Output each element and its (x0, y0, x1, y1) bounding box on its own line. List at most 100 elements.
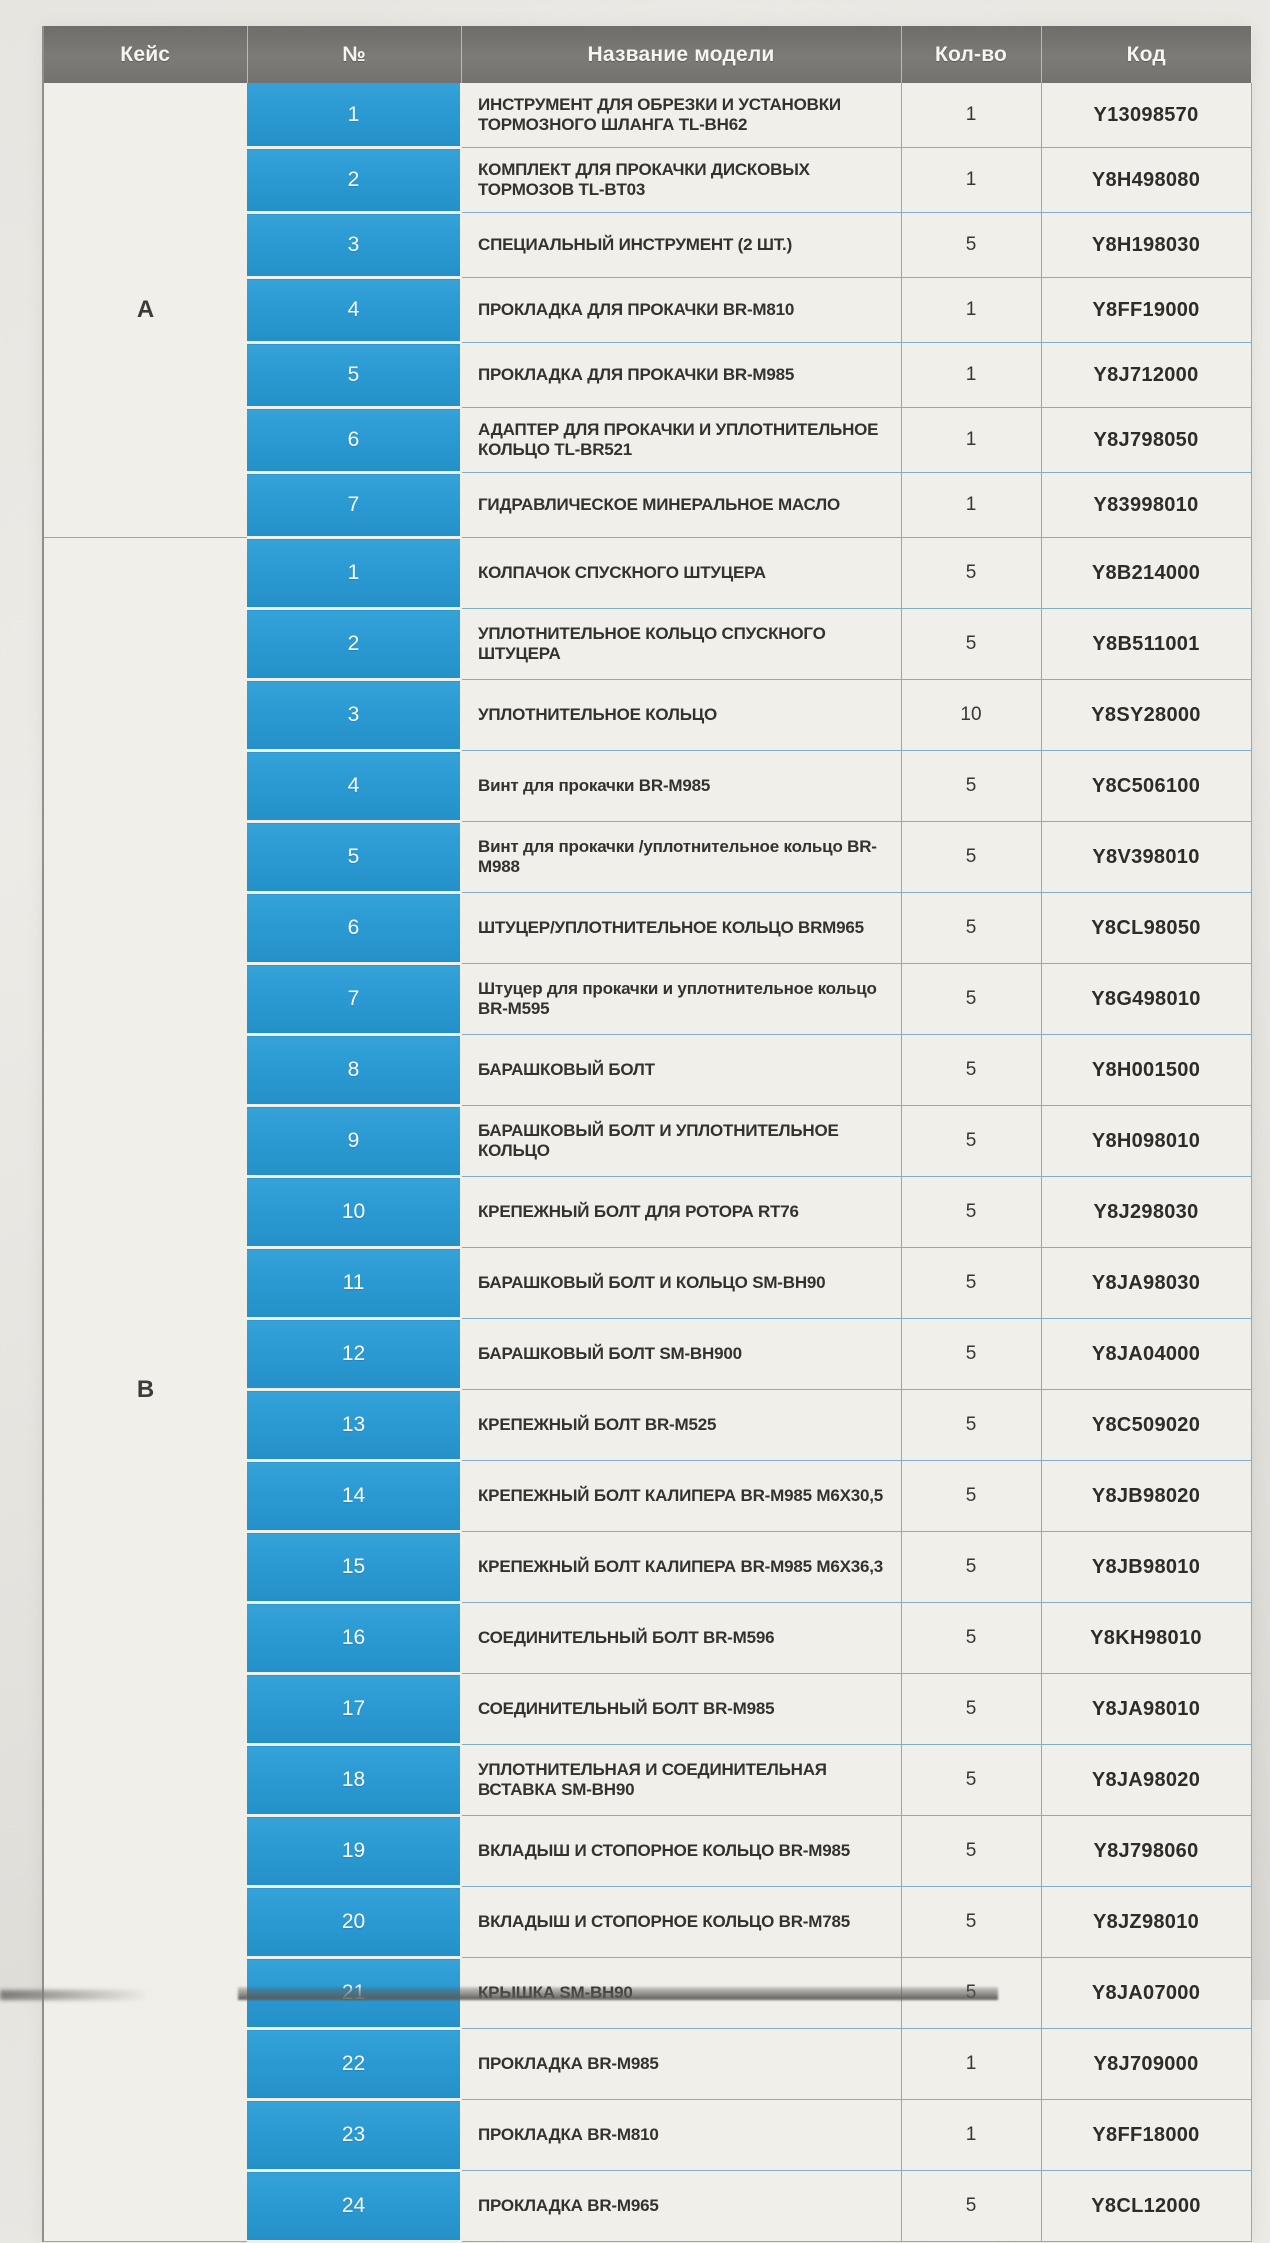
model-name: КРЕПЕЖНЫЙ БОЛТ ДЛЯ РОТОРА RT76 (461, 1176, 901, 1248)
part-code: Y8FF19000 (1040, 277, 1252, 343)
quantity: 5 (900, 1105, 1041, 1177)
quantity: 1 (900, 472, 1041, 538)
model-name: ПРОКЛАДКА BR-M965 (461, 2170, 901, 2242)
quantity: 5 (900, 1389, 1041, 1461)
table-row: 19 ВКЛАДЫШ И СТОПОРНОЕ КОЛЬЦО BR-M985 5 Y8J… (43, 1815, 1252, 1888)
row-number: 3 (247, 679, 462, 752)
model-name: Штуцер для прокачки и уплотнительное кол… (461, 963, 901, 1035)
row-number: 7 (247, 963, 462, 1036)
part-code: Y8CL98050 (1040, 892, 1252, 964)
header-row: Кейс № Название модели Кол-во Код (43, 26, 1251, 83)
part-code: Y8H001500 (1040, 1034, 1252, 1106)
table-row: 2 УПЛОТНИТЕЛЬНОЕ КОЛЬЦО СПУСКНОГО ШТУЦЕРА… (43, 608, 1252, 681)
part-code: Y8JZ98010 (1040, 1886, 1252, 1958)
quantity: 5 (900, 1673, 1041, 1745)
table-row: 2 КОМПЛЕКТ ДЛЯ ПРОКАЧКИ ДИСКОВЫХ ТОРМОЗОВ… (43, 147, 1252, 214)
quantity: 5 (900, 1886, 1041, 1958)
model-name: БАРАШКОВЫЙ БОЛТ SM-BH900 (461, 1318, 901, 1390)
row-number: 2 (247, 147, 462, 214)
model-name: ИНСТРУМЕНТ ДЛЯ ОБРЕЗКИ И УСТАНОВКИ ТОРМО… (461, 83, 901, 148)
part-code: Y8JA98010 (1040, 1673, 1252, 1745)
table-row: 3 СПЕЦИАЛЬНЫЙ ИНСТРУМЕНТ (2 ШТ.) 5 Y8H19803… (43, 212, 1252, 279)
quantity: 5 (900, 1247, 1041, 1319)
model-name: КОМПЛЕКТ ДЛЯ ПРОКАЧКИ ДИСКОВЫХ ТОРМОЗОВ … (461, 147, 901, 213)
table-row: 6 АДАПТЕР ДЛЯ ПРОКАЧКИ И УПЛОТНИТЕЛЬНОЕ К… (43, 407, 1252, 474)
row-number: 18 (247, 1744, 462, 1817)
part-code: Y8H198030 (1040, 212, 1252, 278)
quantity: 5 (900, 1815, 1041, 1887)
quantity: 5 (900, 1318, 1041, 1390)
quantity: 5 (900, 1744, 1041, 1816)
table-row: 10 КРЕПЕЖНЫЙ БОЛТ ДЛЯ РОТОРА RT76 5 Y8J2980… (43, 1176, 1252, 1249)
part-code: Y8KH98010 (1040, 1602, 1252, 1674)
model-name: КРЕПЕЖНЫЙ БОЛТ КАЛИПЕРА BR-M985 M6X30,5 (461, 1460, 901, 1532)
model-name: Винт для прокачки /уплотнительное кольцо… (461, 821, 901, 893)
quantity: 5 (900, 1602, 1041, 1674)
model-name: АДАПТЕР ДЛЯ ПРОКАЧКИ И УПЛОТНИТЕЛЬНОЕ КО… (461, 407, 901, 473)
table-row: 5 ПРОКЛАДКА ДЛЯ ПРОКАЧКИ BR-M985 1 Y8J71200… (43, 342, 1252, 409)
row-number: 7 (247, 472, 462, 539)
header-quantity: Кол-во (901, 26, 1042, 83)
model-name: БАРАШКОВЫЙ БОЛТ И УПЛОТНИТЕЛЬНОЕ КОЛЬЦО (461, 1105, 901, 1177)
table-row: 13 КРЕПЕЖНЫЙ БОЛТ BR-M525 5 Y8C509020 (43, 1389, 1252, 1462)
model-name: УПЛОТНИТЕЛЬНОЕ КОЛЬЦО (461, 679, 901, 751)
model-name: ПРОКЛАДКА ДЛЯ ПРОКАЧКИ BR-M810 (461, 277, 901, 343)
photo-bottom-edge (238, 1987, 998, 2000)
table-row: 20 ВКЛАДЫШ И СТОПОРНОЕ КОЛЬЦО BR-M785 5 Y8J… (43, 1886, 1252, 1959)
header-case: Кейс (43, 26, 248, 83)
quantity: 5 (900, 963, 1041, 1035)
quantity: 5 (900, 608, 1041, 680)
model-name: БАРАШКОВЫЙ БОЛТ И КОЛЬЦО SM-BH90 (461, 1247, 901, 1319)
table-row: 7 Штуцер для прокачки и уплотнительное ко… (43, 963, 1252, 1036)
part-code: Y13098570 (1040, 83, 1252, 148)
table-row: 11 БАРАШКОВЫЙ БОЛТ И КОЛЬЦО SM-BH90 5 Y8JA9… (43, 1247, 1252, 1320)
table-row: 12 БАРАШКОВЫЙ БОЛТ SM-BH900 5 Y8JA04000 (43, 1318, 1252, 1391)
part-code: Y8J709000 (1040, 2028, 1252, 2100)
table-row: 16 СОЕДИНИТЕЛЬНЫЙ БОЛТ BR-M596 5 Y8KH98010 (43, 1602, 1252, 1675)
part-code: Y8FF18000 (1040, 2099, 1252, 2171)
quantity: 5 (900, 212, 1041, 278)
model-name: Винт для прокачки BR-M985 (461, 750, 901, 822)
model-name: СОЕДИНИТЕЛЬНЫЙ БОЛТ BR-M596 (461, 1602, 901, 1674)
row-number: 16 (247, 1602, 462, 1675)
row-number: 1 (247, 83, 462, 149)
part-code: Y8H098010 (1040, 1105, 1252, 1177)
parts-table: Кейс № Название модели Кол-во Код A 1 ИНСТ… (42, 26, 1252, 2243)
header-number: № (247, 26, 462, 83)
table-row: 5 Винт для прокачки /уплотнительное кольц… (43, 821, 1252, 894)
part-code: Y8SY28000 (1040, 679, 1252, 751)
part-code: Y8J798050 (1040, 407, 1252, 473)
part-code: Y8J298030 (1040, 1176, 1252, 1248)
part-code: Y8J798060 (1040, 1815, 1252, 1887)
table-row: 9 БАРАШКОВЫЙ БОЛТ И УПЛОТНИТЕЛЬНОЕ КОЛЬЦО… (43, 1105, 1252, 1178)
part-code: Y8JA98030 (1040, 1247, 1252, 1319)
row-number: 5 (247, 342, 462, 409)
row-number: 2 (247, 608, 462, 681)
model-name: КОЛПАЧОК СПУСКНОГО ШТУЦЕРА (461, 537, 901, 609)
part-code: Y8B511001 (1040, 608, 1252, 680)
table-row: 3 УПЛОТНИТЕЛЬНОЕ КОЛЬЦО 10 Y8SY28000 (43, 679, 1252, 752)
quantity: 10 (900, 679, 1041, 751)
part-code: Y8JB98020 (1040, 1460, 1252, 1532)
table-row: 14 КРЕПЕЖНЫЙ БОЛТ КАЛИПЕРА BR-M985 M6X30,… (43, 1460, 1252, 1533)
row-number: 8 (247, 1034, 462, 1107)
quantity: 5 (900, 821, 1041, 893)
row-number: 20 (247, 1886, 462, 1959)
row-number: 13 (247, 1389, 462, 1462)
row-number: 10 (247, 1176, 462, 1249)
quantity: 1 (900, 342, 1041, 408)
table-row: 6 ШТУЦЕР/УПЛОТНИТЕЛЬНОЕ КОЛЬЦО BRM965 5 Y8C… (43, 892, 1252, 965)
part-code: Y8J712000 (1040, 342, 1252, 408)
table-row: 8 БАРАШКОВЫЙ БОЛТ 5 Y8H001500 (43, 1034, 1252, 1107)
row-number: 6 (247, 407, 462, 474)
table-row: B 1 КОЛПАЧОК СПУСКНОГО ШТУЦЕРА 5 Y8B214000 (43, 537, 1252, 2242)
row-number: 5 (247, 821, 462, 894)
model-name: УПЛОТНИТЕЛЬНОЕ КОЛЬЦО СПУСКНОГО ШТУЦЕРА (461, 608, 901, 680)
quantity: 1 (900, 407, 1041, 473)
quantity: 1 (900, 2028, 1041, 2100)
table-row: 17 СОЕДИНИТЕЛЬНЫЙ БОЛТ BR-M985 5 Y8JA98010 (43, 1673, 1252, 1746)
part-code: Y8JB98010 (1040, 1531, 1252, 1603)
quantity: 1 (900, 83, 1041, 148)
row-number: 1 (247, 537, 462, 610)
